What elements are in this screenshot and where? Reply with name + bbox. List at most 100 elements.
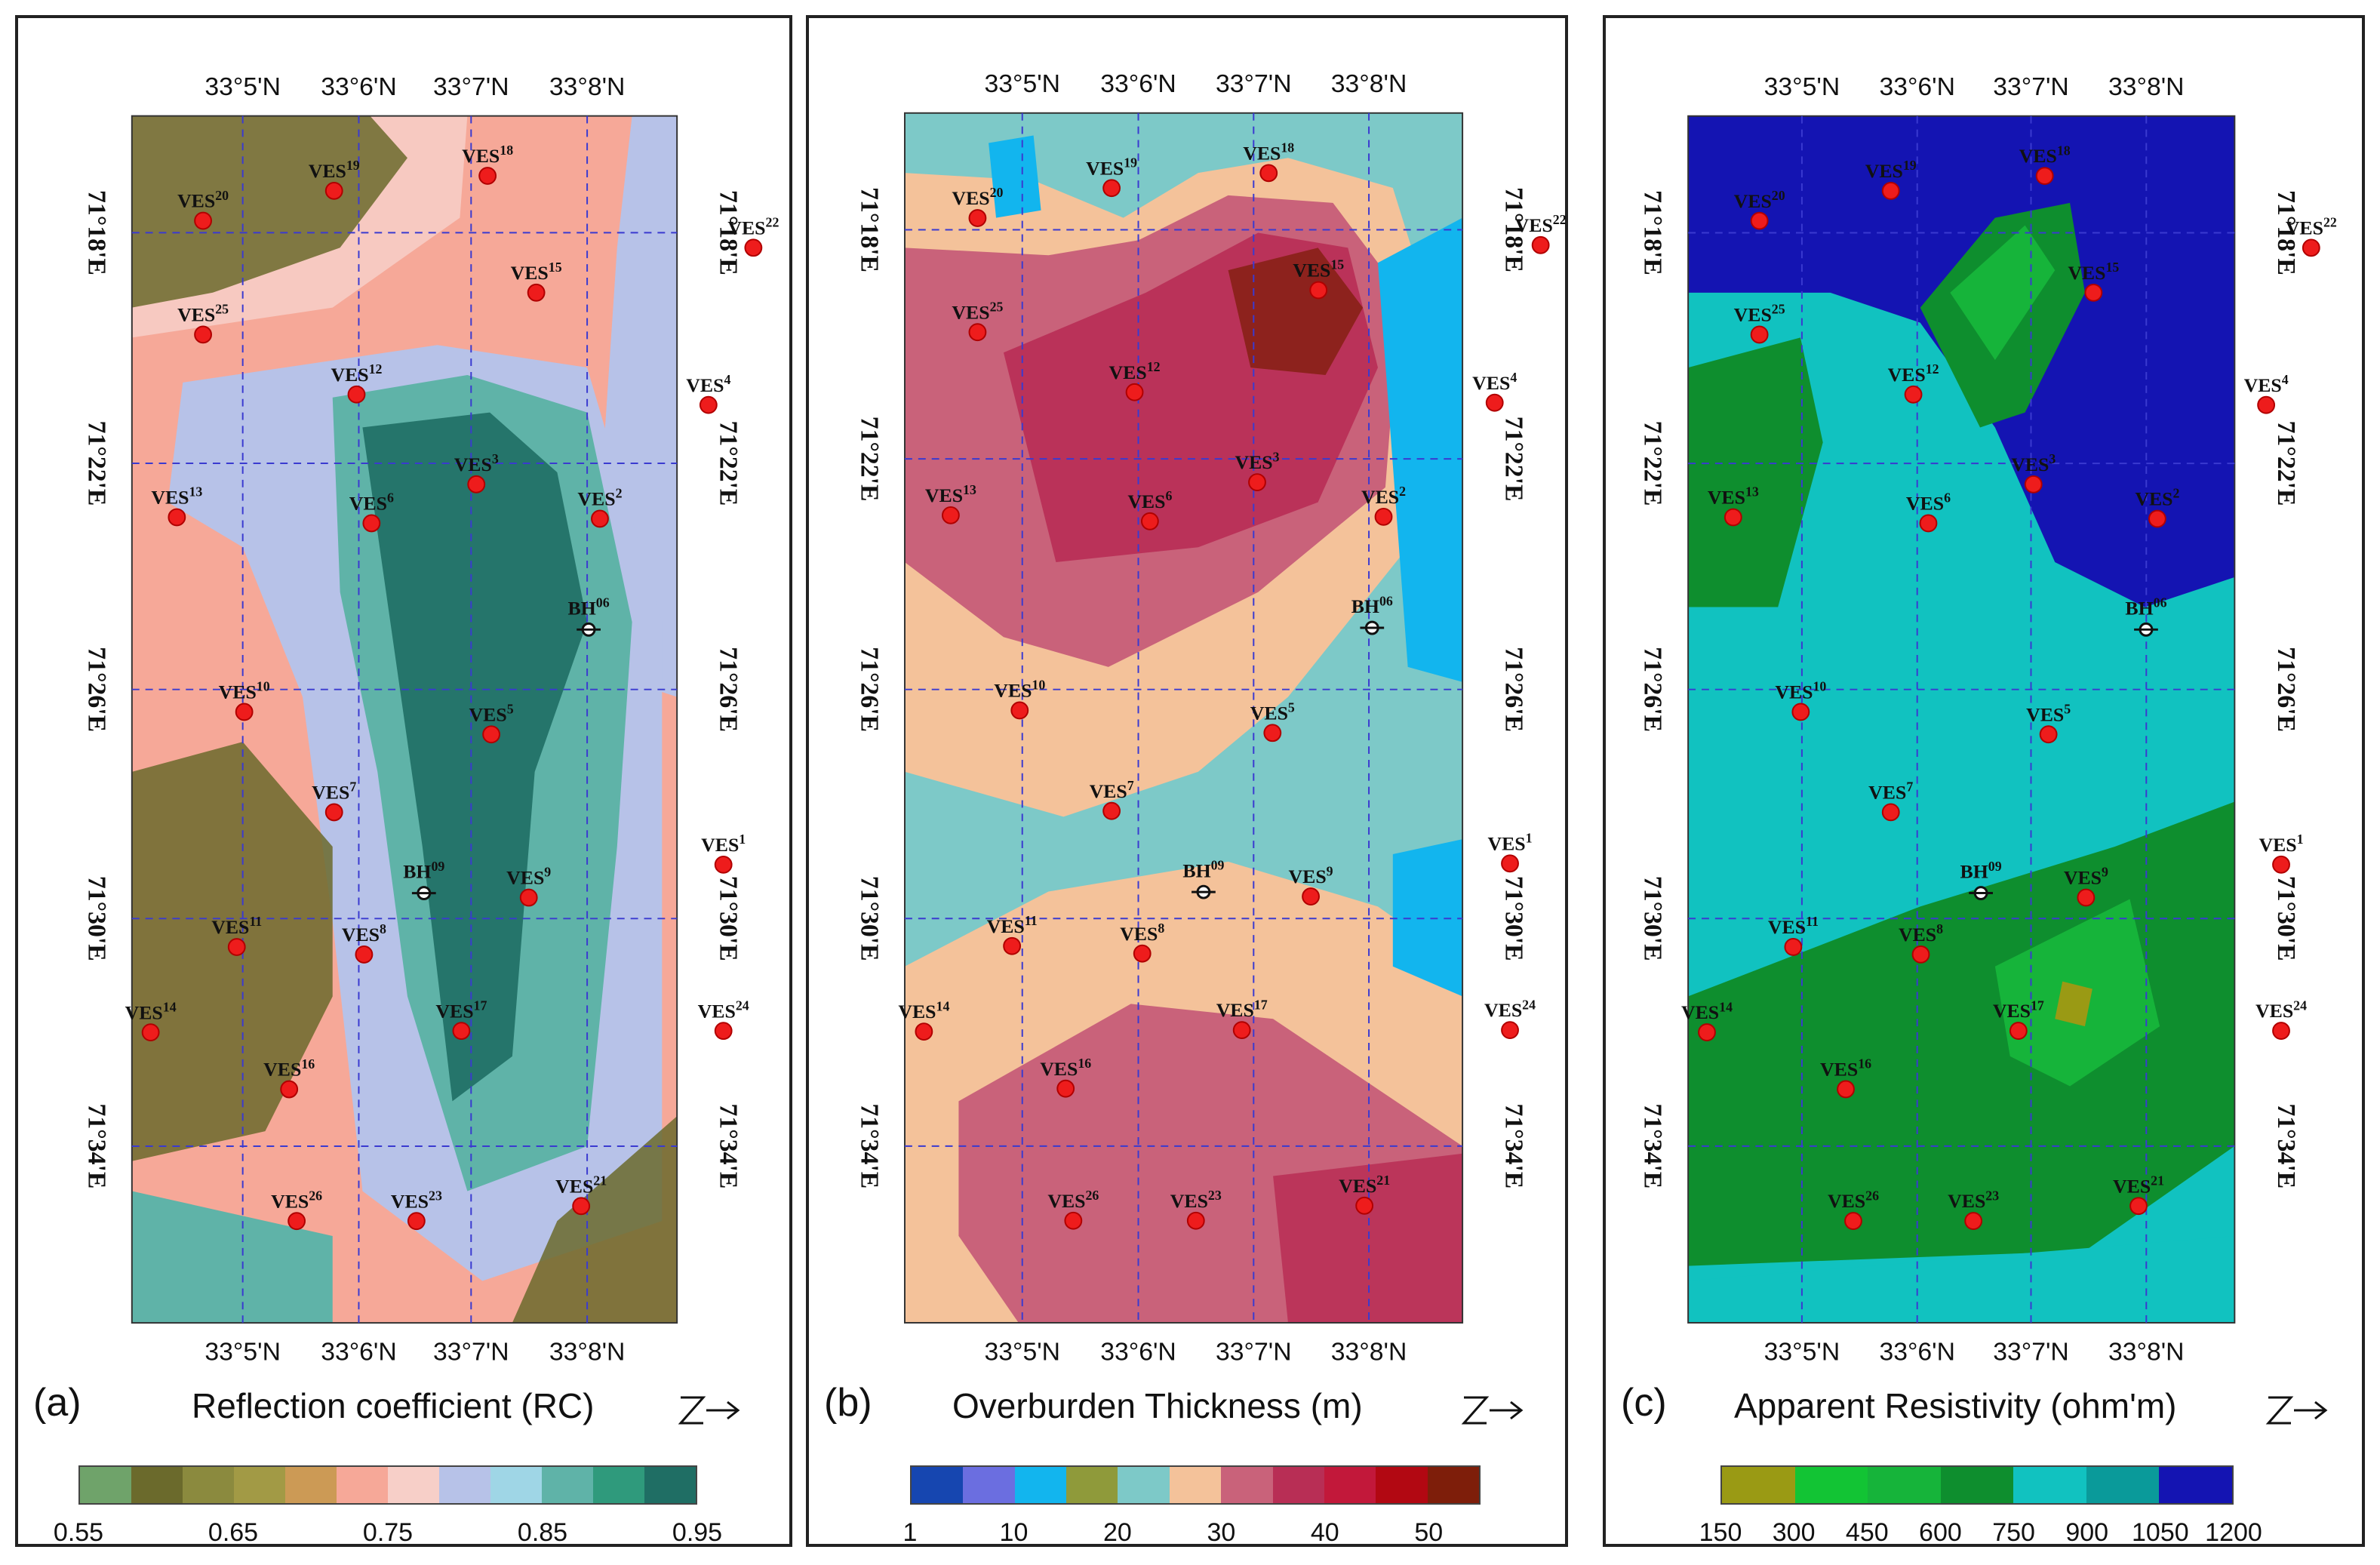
latitude-label: 33°6'N [1100,1338,1176,1367]
ves-station-label: VES3 [2011,451,2056,475]
colorbar [1720,1465,2234,1505]
map-apparent-resistivity: 33°5'N 33°5'N 33°6'N 33°6'N 33°7'N 33°7'N 33°8… [1639,72,2337,1367]
ves-station-marker [1056,1079,1075,1098]
ves-station-marker [968,209,987,227]
ves-station-marker [1784,938,1803,956]
ves-station-marker [714,855,733,874]
longitude-label: 71°26'E [855,647,883,732]
colorbar-swatch [1221,1467,1273,1503]
colorbar-title: Overburden Thickness (m) [952,1386,1363,1425]
ves-station-label: VES7 [1868,779,1913,804]
ves-station-marker [168,508,186,527]
longitude-label: 71°22'E [715,421,743,506]
ves-station-marker [2035,167,2054,186]
ves-station-label: VES24 [2255,998,2307,1022]
ves-station-label: VES9 [2064,865,2108,889]
ves-station-marker [280,1080,299,1099]
ves-station-label: VES20 [952,185,1003,209]
ves-station-label: VES6 [1906,490,1951,515]
ves-station-marker [141,1023,160,1042]
ves-station-marker [347,385,366,404]
colorbar [78,1465,697,1505]
ves-station-marker [699,395,718,414]
latitude-label: 33°7'N [1993,72,2069,101]
ves-station-marker [915,1022,933,1041]
ves-station-label: VES11 [987,913,1038,937]
ves-station-label: VES7 [312,779,356,804]
ves-station-marker [2039,725,2058,744]
colorbar-swatch [80,1467,131,1503]
latitude-label: 33°7'N [1216,69,1292,98]
ves-station-label: VES4 [686,372,730,396]
colorbar-swatch [1794,1467,1868,1503]
colorbar-swatch [183,1467,234,1503]
ves-station-marker [1133,944,1152,963]
north-arrow-icon [2262,1391,2330,1429]
longitude-label: 71°22'E [2272,421,2300,506]
ves-station-label: VES6 [1127,488,1172,512]
ves-station-marker [1302,887,1320,905]
ves-station-marker [1531,235,1550,254]
ves-station-marker [2024,475,2043,493]
borehole-label: BH09 [1182,857,1224,881]
longitude-label: 71°30'E [715,876,743,961]
colorbar-swatch [1427,1467,1479,1503]
ves-station-label: VES1 [2259,832,2303,856]
longitude-label: 71°26'E [715,647,743,732]
colorbar-swatch [1169,1467,1222,1503]
colorbar-swatch [490,1467,542,1503]
latitude-label: 33°8'N [1331,69,1407,98]
ves-station-marker [1750,211,1769,230]
ves-station-marker [2084,283,2103,302]
ves-station-marker [1263,724,1282,743]
ves-station-label: VES4 [1472,370,1517,394]
colorbar-swatch [439,1467,490,1503]
ves-station-marker [572,1197,591,1216]
ves-station-label: VES2 [2135,486,2179,510]
latitude-label: 33°5'N [1764,1338,1840,1367]
ves-station-label: VES6 [349,490,394,515]
longitude-label: 71°30'E [855,876,883,961]
ves-station-label: VES2 [1361,484,1406,508]
ves-station-marker [355,945,374,964]
ves-station-label: VES17 [1216,997,1268,1021]
longitude-label: 71°26'E [82,647,110,732]
ves-station-marker [2302,238,2320,257]
latitude-label: 33°6'N [1100,69,1176,98]
panel-label: (c) [1621,1381,1667,1425]
colorbar-tick-label: 450 [1845,1518,1889,1547]
longitude-label: 71°34'E [715,1104,743,1189]
longitude-label: 71°34'E [2272,1103,2300,1188]
ves-station-label: VES9 [1289,863,1333,887]
ves-station-label: VES5 [469,701,514,725]
colorbar-swatch [234,1467,285,1503]
ves-station-marker [1186,1211,1205,1230]
longitude-label: 71°30'E [82,876,110,961]
ves-station-label: VES22 [1515,212,1567,236]
ves-station-marker [2272,1022,2290,1040]
ves-station-label: VES3 [454,451,499,475]
ves-station-label: VES1 [701,832,746,856]
latitude-label: 33°8'N [2108,1338,2185,1367]
ves-station-marker [1010,701,1029,720]
ves-station-label: VES1 [1487,831,1532,855]
ves-station-marker [1791,703,1810,721]
north-arrow-icon [1458,1391,1526,1429]
ves-station-marker [2257,395,2276,414]
ves-station-marker [227,938,246,956]
ves-station-label: VES5 [1250,699,1295,724]
latitude-label: 33°5'N [1764,72,1840,101]
ves-station-marker [1374,507,1393,526]
colorbar-swatch [644,1467,696,1503]
colorbar-swatch [1118,1467,1170,1503]
ves-station-label: VES8 [1899,921,1943,945]
colorbar-tick-label: 50 [1414,1518,1444,1547]
ves-station-marker [407,1212,426,1231]
colorbar-tick-label: 1050 [2132,1518,2189,1547]
latitude-label: 33°6'N [321,72,397,101]
colorbar-tick-label: 600 [1919,1518,1962,1547]
ves-station-label: VES22 [727,214,779,238]
longitude-label: 71°22'E [855,417,883,502]
contour-fill-c [1688,115,2235,1323]
longitude-label: 71°18'E [1639,190,1667,275]
